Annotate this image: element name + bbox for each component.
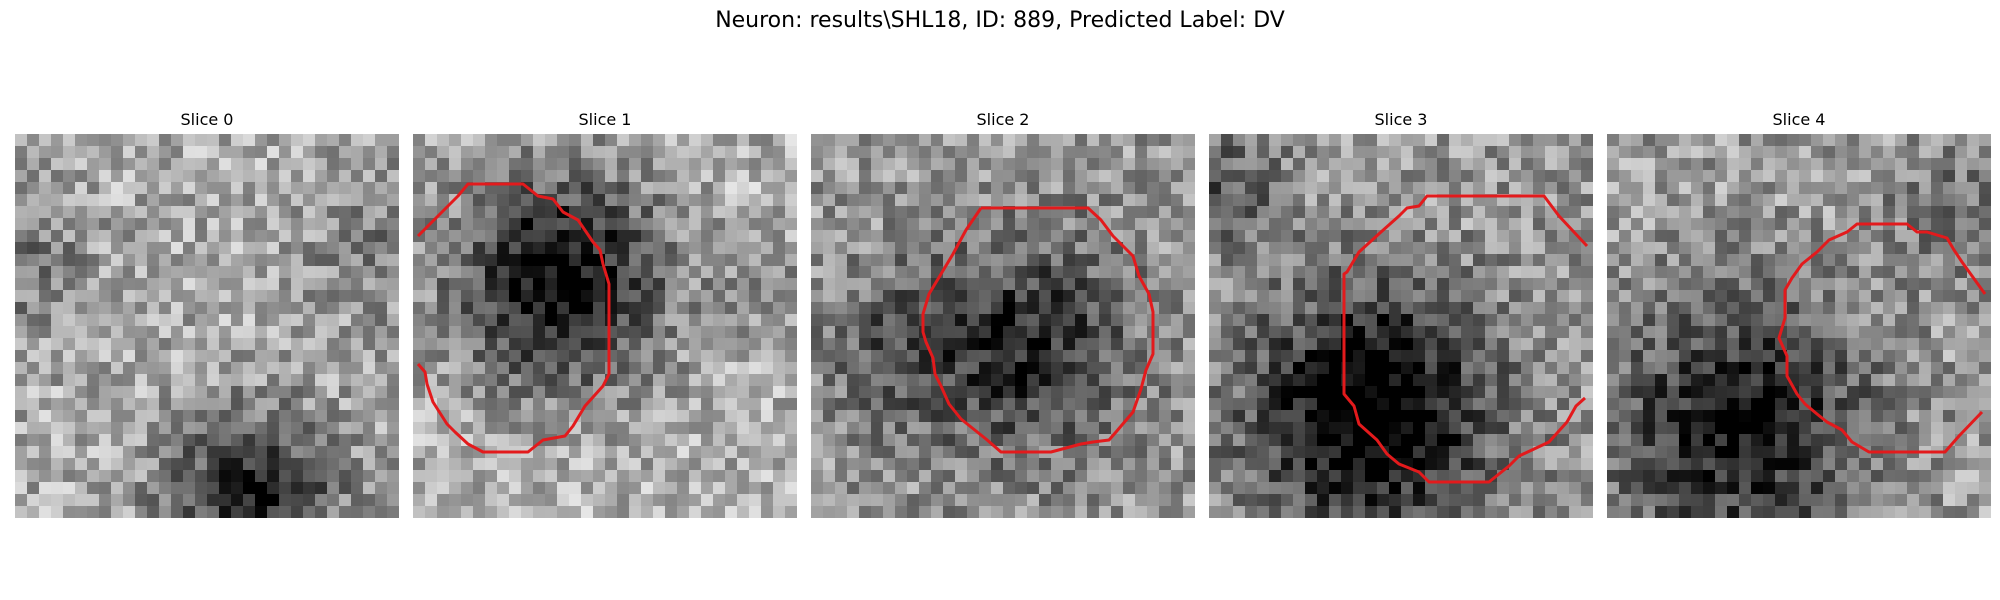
slice-panel-0: Slice 0 [15,108,399,518]
pixel-grid [1209,134,1593,518]
slice-title: Slice 4 [1772,110,1826,129]
slice-panel-2: Slice 2 [811,108,1195,518]
slice-image [1607,134,1991,518]
roi-contour [921,206,1155,454]
slice-title: Slice 2 [976,110,1030,129]
slice-title: Slice 3 [1374,110,1428,129]
roi-contour [1777,222,1987,454]
slice-image [413,134,797,518]
slice-image [15,134,399,518]
figure-title: Neuron: results\SHL18, ID: 889, Predicte… [715,8,1285,33]
pixel-grid [15,134,399,518]
slice-title: Slice 0 [180,110,234,129]
slice-panel-3: Slice 3 [1209,108,1593,518]
pixel-grid [413,134,797,518]
pixel-grid [1607,134,1991,518]
slice-image [1209,134,1593,518]
slice-panel-4: Slice 4 [1607,108,1991,518]
pixel-grid [811,134,1195,518]
slice-title: Slice 1 [578,110,632,129]
roi-contour [1342,194,1589,484]
slice-image [811,134,1195,518]
slice-panel-1: Slice 1 [413,108,797,518]
roi-contour [416,182,611,454]
